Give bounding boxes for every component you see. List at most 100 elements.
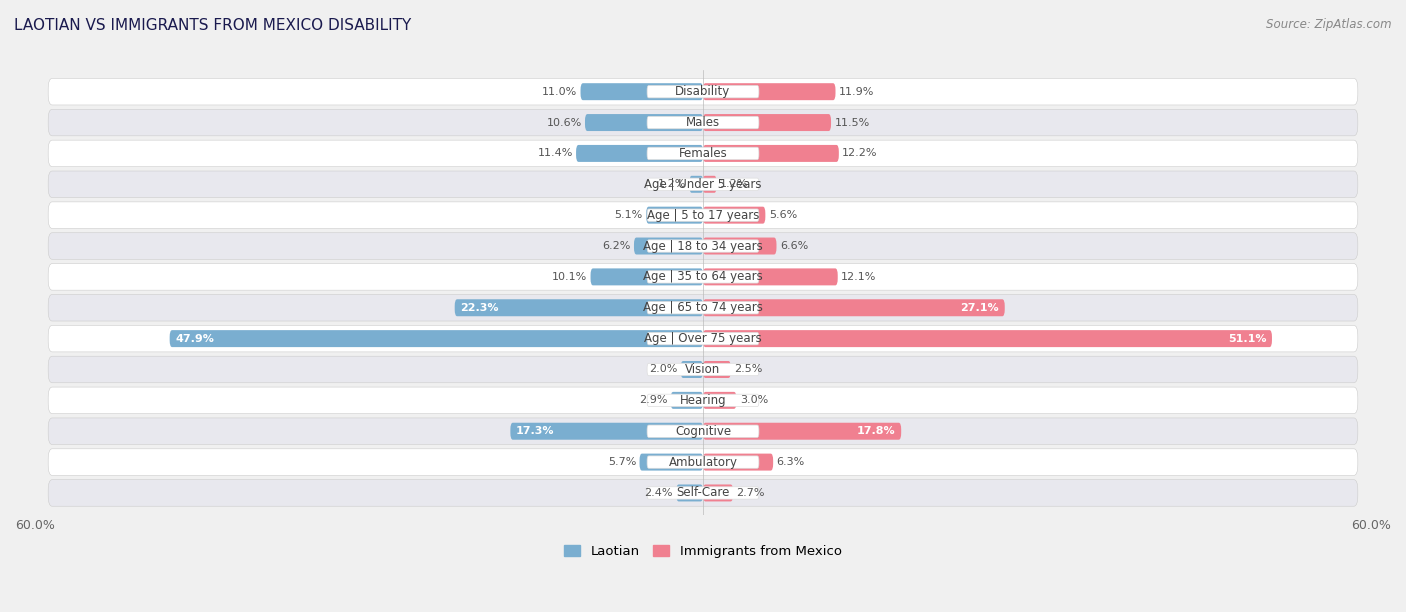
FancyBboxPatch shape [647,302,759,314]
FancyBboxPatch shape [647,456,759,468]
FancyBboxPatch shape [647,425,759,438]
FancyBboxPatch shape [703,423,901,439]
FancyBboxPatch shape [647,364,759,376]
FancyBboxPatch shape [689,176,703,193]
Text: Hearing: Hearing [679,394,727,407]
Text: 2.0%: 2.0% [650,365,678,375]
FancyBboxPatch shape [703,83,835,100]
Text: 22.3%: 22.3% [460,303,499,313]
Text: Ambulatory: Ambulatory [668,455,738,469]
FancyBboxPatch shape [703,114,831,131]
FancyBboxPatch shape [48,449,1358,476]
FancyBboxPatch shape [48,78,1358,105]
FancyBboxPatch shape [647,209,759,222]
Text: 11.5%: 11.5% [834,118,870,127]
FancyBboxPatch shape [703,361,731,378]
FancyBboxPatch shape [681,361,703,378]
FancyBboxPatch shape [48,140,1358,166]
FancyBboxPatch shape [48,264,1358,290]
Text: 2.7%: 2.7% [737,488,765,498]
Text: 5.7%: 5.7% [607,457,636,467]
Text: 10.6%: 10.6% [547,118,582,127]
FancyBboxPatch shape [48,233,1358,259]
FancyBboxPatch shape [48,294,1358,321]
Text: 27.1%: 27.1% [960,303,1000,313]
FancyBboxPatch shape [703,269,838,285]
FancyBboxPatch shape [647,147,759,160]
Text: Females: Females [679,147,727,160]
FancyBboxPatch shape [48,202,1358,228]
FancyBboxPatch shape [634,237,703,255]
FancyBboxPatch shape [640,453,703,471]
Text: 2.9%: 2.9% [638,395,668,405]
FancyBboxPatch shape [647,240,759,252]
Text: 1.2%: 1.2% [720,179,748,189]
Text: Males: Males [686,116,720,129]
FancyBboxPatch shape [576,145,703,162]
Text: 12.1%: 12.1% [841,272,876,282]
Text: LAOTIAN VS IMMIGRANTS FROM MEXICO DISABILITY: LAOTIAN VS IMMIGRANTS FROM MEXICO DISABI… [14,18,412,34]
FancyBboxPatch shape [591,269,703,285]
FancyBboxPatch shape [703,299,1005,316]
FancyBboxPatch shape [581,83,703,100]
FancyBboxPatch shape [703,237,776,255]
FancyBboxPatch shape [647,178,759,190]
FancyBboxPatch shape [48,387,1358,414]
FancyBboxPatch shape [703,145,839,162]
FancyBboxPatch shape [703,485,733,501]
FancyBboxPatch shape [676,485,703,501]
Text: Age | Under 5 years: Age | Under 5 years [644,178,762,191]
Text: 6.3%: 6.3% [776,457,804,467]
Text: 10.1%: 10.1% [553,272,588,282]
Text: 6.6%: 6.6% [780,241,808,251]
FancyBboxPatch shape [647,332,759,345]
FancyBboxPatch shape [170,330,703,347]
FancyBboxPatch shape [647,394,759,406]
Text: Age | 18 to 34 years: Age | 18 to 34 years [643,239,763,253]
FancyBboxPatch shape [703,453,773,471]
FancyBboxPatch shape [647,86,759,98]
FancyBboxPatch shape [703,392,737,409]
Text: 17.3%: 17.3% [516,426,554,436]
FancyBboxPatch shape [48,171,1358,198]
FancyBboxPatch shape [647,271,759,283]
Text: Age | 65 to 74 years: Age | 65 to 74 years [643,301,763,314]
Text: Disability: Disability [675,85,731,98]
FancyBboxPatch shape [510,423,703,439]
Text: 2.5%: 2.5% [734,365,762,375]
Text: 1.2%: 1.2% [658,179,686,189]
Text: 11.4%: 11.4% [537,149,572,159]
Text: Age | 5 to 17 years: Age | 5 to 17 years [647,209,759,222]
Text: 51.1%: 51.1% [1227,334,1267,343]
Legend: Laotian, Immigrants from Mexico: Laotian, Immigrants from Mexico [560,540,846,564]
FancyBboxPatch shape [454,299,703,316]
FancyBboxPatch shape [48,326,1358,352]
FancyBboxPatch shape [48,418,1358,444]
Text: Self-Care: Self-Care [676,487,730,499]
Text: Age | Over 75 years: Age | Over 75 years [644,332,762,345]
FancyBboxPatch shape [647,207,703,223]
FancyBboxPatch shape [48,480,1358,506]
FancyBboxPatch shape [703,330,1272,347]
FancyBboxPatch shape [647,487,759,499]
FancyBboxPatch shape [585,114,703,131]
Text: 5.1%: 5.1% [614,210,643,220]
Text: Age | 35 to 64 years: Age | 35 to 64 years [643,271,763,283]
Text: 5.6%: 5.6% [769,210,797,220]
Text: Cognitive: Cognitive [675,425,731,438]
FancyBboxPatch shape [48,110,1358,136]
FancyBboxPatch shape [671,392,703,409]
Text: 11.0%: 11.0% [541,87,578,97]
Text: 2.4%: 2.4% [644,488,673,498]
Text: Source: ZipAtlas.com: Source: ZipAtlas.com [1267,18,1392,31]
FancyBboxPatch shape [647,116,759,129]
FancyBboxPatch shape [703,176,717,193]
FancyBboxPatch shape [703,207,765,223]
FancyBboxPatch shape [48,356,1358,382]
Text: 12.2%: 12.2% [842,149,877,159]
Text: 47.9%: 47.9% [176,334,214,343]
Text: 6.2%: 6.2% [602,241,631,251]
Text: 3.0%: 3.0% [740,395,768,405]
Text: 11.9%: 11.9% [839,87,875,97]
Text: Vision: Vision [685,363,721,376]
